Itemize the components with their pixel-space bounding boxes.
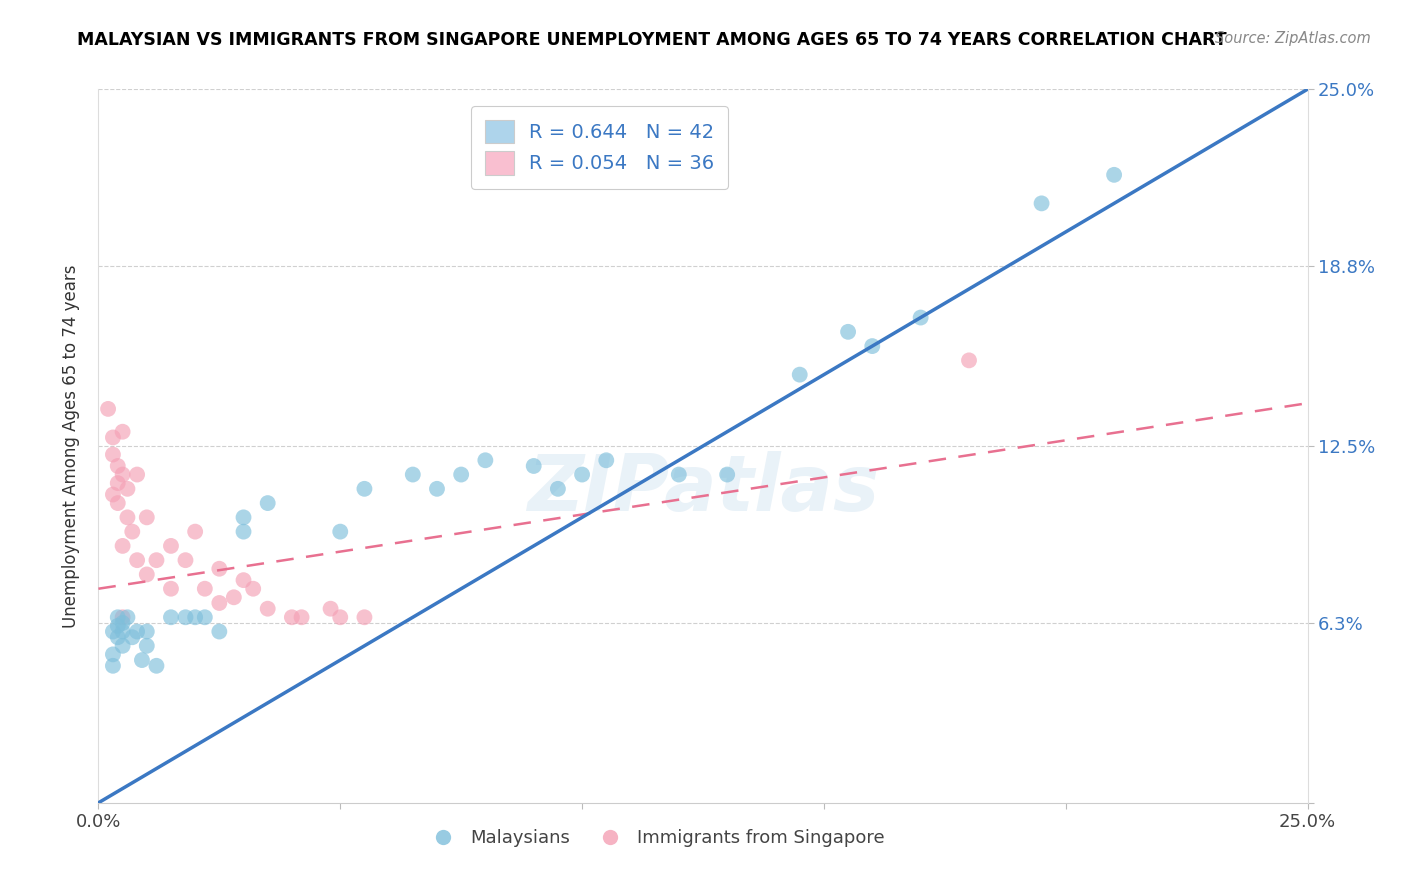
Point <box>101 430 124 444</box>
Text: Source: ZipAtlas.com: Source: ZipAtlas.com <box>1215 31 1371 46</box>
Point <box>571 467 593 482</box>
Point <box>194 610 217 624</box>
Legend: Malaysians, Immigrants from Singapore: Malaysians, Immigrants from Singapore <box>418 822 891 855</box>
Point <box>174 553 197 567</box>
Point <box>716 467 738 482</box>
Point <box>111 539 134 553</box>
Point <box>353 610 375 624</box>
Point <box>127 553 149 567</box>
Point <box>256 601 278 615</box>
Point <box>232 510 254 524</box>
Point <box>117 510 139 524</box>
Point <box>97 401 120 416</box>
Point <box>184 610 207 624</box>
Point <box>1031 196 1053 211</box>
Point <box>135 639 157 653</box>
Point <box>160 582 183 596</box>
Point <box>127 467 149 482</box>
Point <box>107 496 129 510</box>
Point <box>145 658 167 673</box>
Point <box>135 624 157 639</box>
Point <box>160 610 183 624</box>
Point <box>117 610 139 624</box>
Point <box>194 582 217 596</box>
Point <box>121 630 143 644</box>
Point <box>131 653 153 667</box>
Point <box>957 353 980 368</box>
Point <box>789 368 811 382</box>
Point <box>208 562 231 576</box>
Point <box>222 591 245 605</box>
Text: ZIPatlas: ZIPatlas <box>527 450 879 527</box>
Point <box>208 596 231 610</box>
Point <box>135 510 157 524</box>
Point <box>107 630 129 644</box>
Point <box>111 425 134 439</box>
Point <box>1102 168 1125 182</box>
Point <box>208 624 231 639</box>
Point <box>860 339 883 353</box>
Point <box>837 325 859 339</box>
Point <box>174 610 197 624</box>
Point <box>329 524 352 539</box>
Point <box>426 482 449 496</box>
Point <box>329 610 352 624</box>
Point <box>101 487 124 501</box>
Point <box>117 482 139 496</box>
Point <box>111 610 134 624</box>
Point <box>402 467 425 482</box>
Point <box>319 601 342 615</box>
Point <box>101 658 124 673</box>
Point <box>101 648 124 662</box>
Point <box>101 448 124 462</box>
Point <box>281 610 304 624</box>
Point <box>107 476 129 491</box>
Point <box>107 610 129 624</box>
Point <box>107 619 129 633</box>
Point <box>160 539 183 553</box>
Point <box>101 624 124 639</box>
Point <box>111 639 134 653</box>
Point <box>111 615 134 630</box>
Point <box>111 467 134 482</box>
Point <box>547 482 569 496</box>
Point <box>474 453 496 467</box>
Point <box>353 482 375 496</box>
Point <box>450 467 472 482</box>
Point <box>232 573 254 587</box>
Point <box>910 310 932 325</box>
Point <box>107 458 129 473</box>
Point <box>121 524 143 539</box>
Point <box>184 524 207 539</box>
Text: MALAYSIAN VS IMMIGRANTS FROM SINGAPORE UNEMPLOYMENT AMONG AGES 65 TO 74 YEARS CO: MALAYSIAN VS IMMIGRANTS FROM SINGAPORE U… <box>77 31 1227 49</box>
Point <box>127 624 149 639</box>
Point <box>145 553 167 567</box>
Point <box>668 467 690 482</box>
Point <box>256 496 278 510</box>
Point <box>242 582 264 596</box>
Point <box>523 458 546 473</box>
Point <box>290 610 312 624</box>
Point <box>595 453 617 467</box>
Point <box>232 524 254 539</box>
Y-axis label: Unemployment Among Ages 65 to 74 years: Unemployment Among Ages 65 to 74 years <box>62 264 80 628</box>
Point <box>135 567 157 582</box>
Point <box>111 624 134 639</box>
